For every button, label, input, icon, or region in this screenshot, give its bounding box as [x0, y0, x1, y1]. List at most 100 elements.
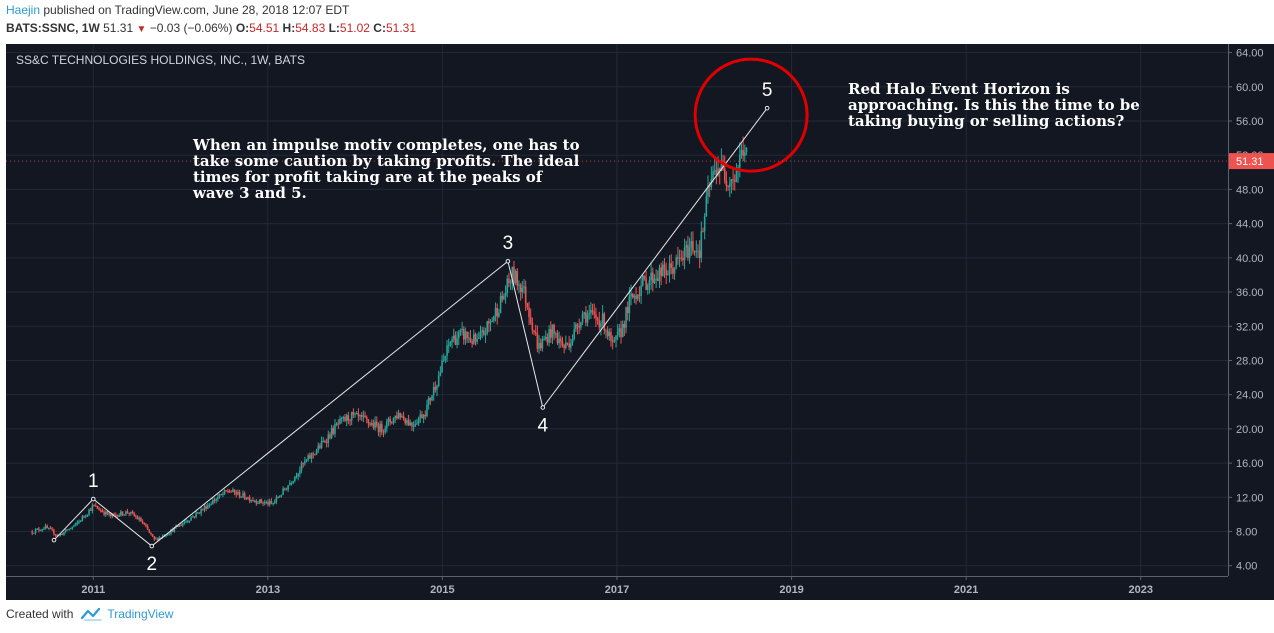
candle-body	[702, 231, 704, 233]
candle-body	[708, 185, 711, 187]
candle-body	[407, 420, 410, 426]
candle-body	[598, 320, 601, 328]
wave-label: 1	[88, 471, 99, 492]
candle-body	[283, 488, 286, 490]
candle-body	[247, 497, 249, 499]
candle-body	[218, 494, 221, 498]
candle-body	[707, 185, 709, 197]
candle-body	[678, 257, 681, 259]
candle-body	[718, 168, 721, 171]
candle-body	[302, 463, 304, 465]
candle-body	[493, 316, 495, 321]
y-tick-label: 56.00	[1236, 116, 1264, 128]
wave-segment	[151, 260, 509, 547]
x-tick-label: 2021	[954, 584, 978, 596]
candle-body	[69, 528, 72, 530]
candle-body	[61, 534, 64, 536]
candle-body	[123, 514, 125, 516]
candle-body	[173, 527, 176, 532]
candle-body	[541, 339, 544, 349]
candle-body	[466, 331, 468, 339]
candle-body	[223, 490, 226, 494]
candle-body	[384, 428, 386, 432]
tradingview-link[interactable]: TradingView	[107, 607, 174, 621]
candle-body	[370, 423, 373, 425]
candle-body	[491, 320, 494, 322]
chart-panel[interactable]: 4.00 8.00 12.00 16.00 20.00 24.00 28.00 32.00 36…	[6, 44, 1274, 600]
candle-body	[524, 286, 527, 304]
candle-body	[519, 284, 522, 293]
candle-body	[136, 517, 139, 520]
last-price-badge	[1229, 153, 1274, 170]
candle-body	[509, 282, 512, 284]
candle-body	[451, 339, 453, 343]
candle-body	[155, 538, 157, 540]
candle-body	[98, 508, 100, 511]
candle-body	[575, 324, 577, 330]
candle-body	[315, 450, 318, 455]
price-chart[interactable]: 4.008.0012.0016.0020.0024.0028.0032.0036…	[6, 44, 1274, 600]
candle-body	[294, 476, 296, 481]
candle-body	[680, 257, 683, 259]
candle-body	[379, 423, 381, 433]
candle-body	[727, 186, 729, 188]
candle-body	[648, 280, 651, 285]
candle-body	[31, 531, 33, 534]
candle-body	[250, 500, 253, 502]
candles	[31, 136, 748, 542]
candle-body	[145, 524, 147, 527]
candle-body	[227, 491, 229, 493]
candle-body	[158, 537, 161, 541]
candle-body	[626, 307, 629, 314]
candle-body	[369, 423, 371, 425]
candle-body	[171, 529, 174, 532]
candle-body	[427, 398, 430, 405]
candle-body	[444, 355, 447, 360]
candle-body	[360, 414, 363, 417]
candle-body	[238, 491, 241, 498]
candle-body	[267, 501, 269, 505]
candle-body	[365, 417, 368, 420]
candle-body	[554, 333, 557, 335]
candle-body	[723, 168, 726, 181]
candle-body	[71, 526, 74, 529]
candle-body	[595, 314, 597, 319]
candle-body	[591, 310, 594, 312]
candle-body	[168, 533, 171, 535]
candle-body	[232, 489, 234, 492]
wave-node	[51, 537, 57, 543]
candle-body	[86, 514, 89, 516]
candle-body	[289, 483, 291, 486]
candle-body	[357, 413, 360, 417]
candle-body	[683, 247, 686, 261]
candle-body	[73, 525, 75, 527]
author-link[interactable]: Haejin	[6, 3, 41, 17]
candle-body	[663, 264, 666, 270]
candle-body	[205, 506, 207, 509]
candle-body	[110, 513, 112, 517]
candle-body	[275, 497, 278, 502]
candle-body	[713, 170, 716, 172]
candle-body	[233, 489, 236, 493]
candle-body	[198, 512, 201, 514]
candle-body	[367, 419, 370, 424]
candle-body	[653, 279, 656, 283]
candle-body	[481, 330, 483, 333]
y-tick-label: 32.00	[1236, 321, 1264, 333]
candle-body	[345, 415, 348, 421]
candle-body	[638, 294, 641, 296]
candle-body	[409, 422, 412, 426]
candle-body	[354, 413, 356, 415]
candle-body	[539, 343, 542, 349]
candle-body	[735, 170, 738, 182]
candle-body	[153, 536, 156, 540]
candle-body	[43, 528, 45, 530]
candle-body	[220, 494, 223, 496]
candle-body	[553, 324, 555, 334]
candle-body	[263, 502, 266, 504]
x-tick-label: 2013	[256, 584, 280, 596]
candle-body	[287, 485, 289, 490]
candle-body	[728, 183, 731, 188]
y-tick-label: 44.00	[1236, 219, 1264, 231]
profit-taking-note: When an impulse motiv completes, one has…	[192, 136, 580, 202]
